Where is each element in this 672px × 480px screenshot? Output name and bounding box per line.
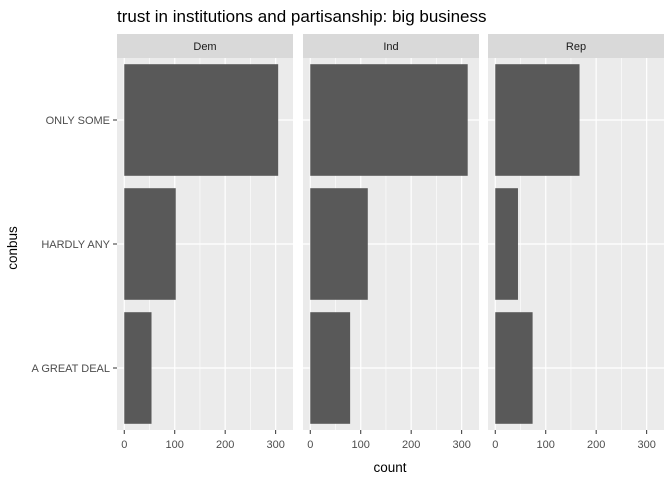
- facet-strip: [303, 34, 479, 58]
- x-tick-label: 200: [402, 439, 420, 451]
- x-tick-label: 0: [121, 439, 127, 451]
- x-tick-label: 300: [266, 439, 284, 451]
- facet-strip-label: Rep: [566, 41, 586, 53]
- facet-rep: Rep 0 100 200 300: [488, 34, 664, 451]
- bar-ind-hardly-any: [310, 188, 368, 300]
- x-tick-label: 100: [352, 439, 370, 451]
- facet-strip-label: Ind: [383, 41, 398, 53]
- bar-ind-only-some: [310, 64, 468, 176]
- x-tick-label: 300: [452, 439, 470, 451]
- facet-ind: Ind 0 100 200 300: [303, 34, 479, 451]
- bar-rep-a-great-deal: [495, 312, 533, 424]
- y-axis-title: conbus: [5, 226, 20, 270]
- y-tick-label-hardly-any: HARDLY ANY: [41, 239, 110, 251]
- facet-strip: [488, 34, 664, 58]
- x-tick-label: 0: [307, 439, 313, 451]
- bar-dem-hardly-any: [124, 188, 176, 300]
- bar-dem-only-some: [124, 64, 279, 176]
- bar-dem-a-great-deal: [124, 312, 152, 424]
- facet-strip-label: Dem: [193, 41, 216, 53]
- chart-title: trust in institutions and partisanship: …: [117, 7, 486, 26]
- facet-panels: Dem 0 100 200 300 Ind 0 100 200 300 Rep 0 100 200 300: [117, 34, 664, 451]
- facet-dem: Dem 0 100 200 300: [117, 34, 293, 451]
- bar-rep-hardly-any: [495, 188, 518, 300]
- x-tick-label: 200: [587, 439, 605, 451]
- x-tick-label: 100: [166, 439, 184, 451]
- facet-strip: [117, 34, 293, 58]
- x-tick-label: 200: [216, 439, 234, 451]
- y-axis: A GREAT DEAL HARDLY ANY ONLY SOME: [32, 115, 117, 375]
- y-tick-label-a-great-deal: A GREAT DEAL: [32, 363, 110, 375]
- x-tick-label: 300: [637, 439, 655, 451]
- bar-rep-only-some: [495, 64, 580, 176]
- x-tick-label: 100: [537, 439, 555, 451]
- y-tick-label-only-some: ONLY SOME: [46, 115, 110, 127]
- x-axis-title: count: [373, 460, 406, 475]
- x-tick-label: 0: [492, 439, 498, 451]
- bar-ind-a-great-deal: [310, 312, 351, 424]
